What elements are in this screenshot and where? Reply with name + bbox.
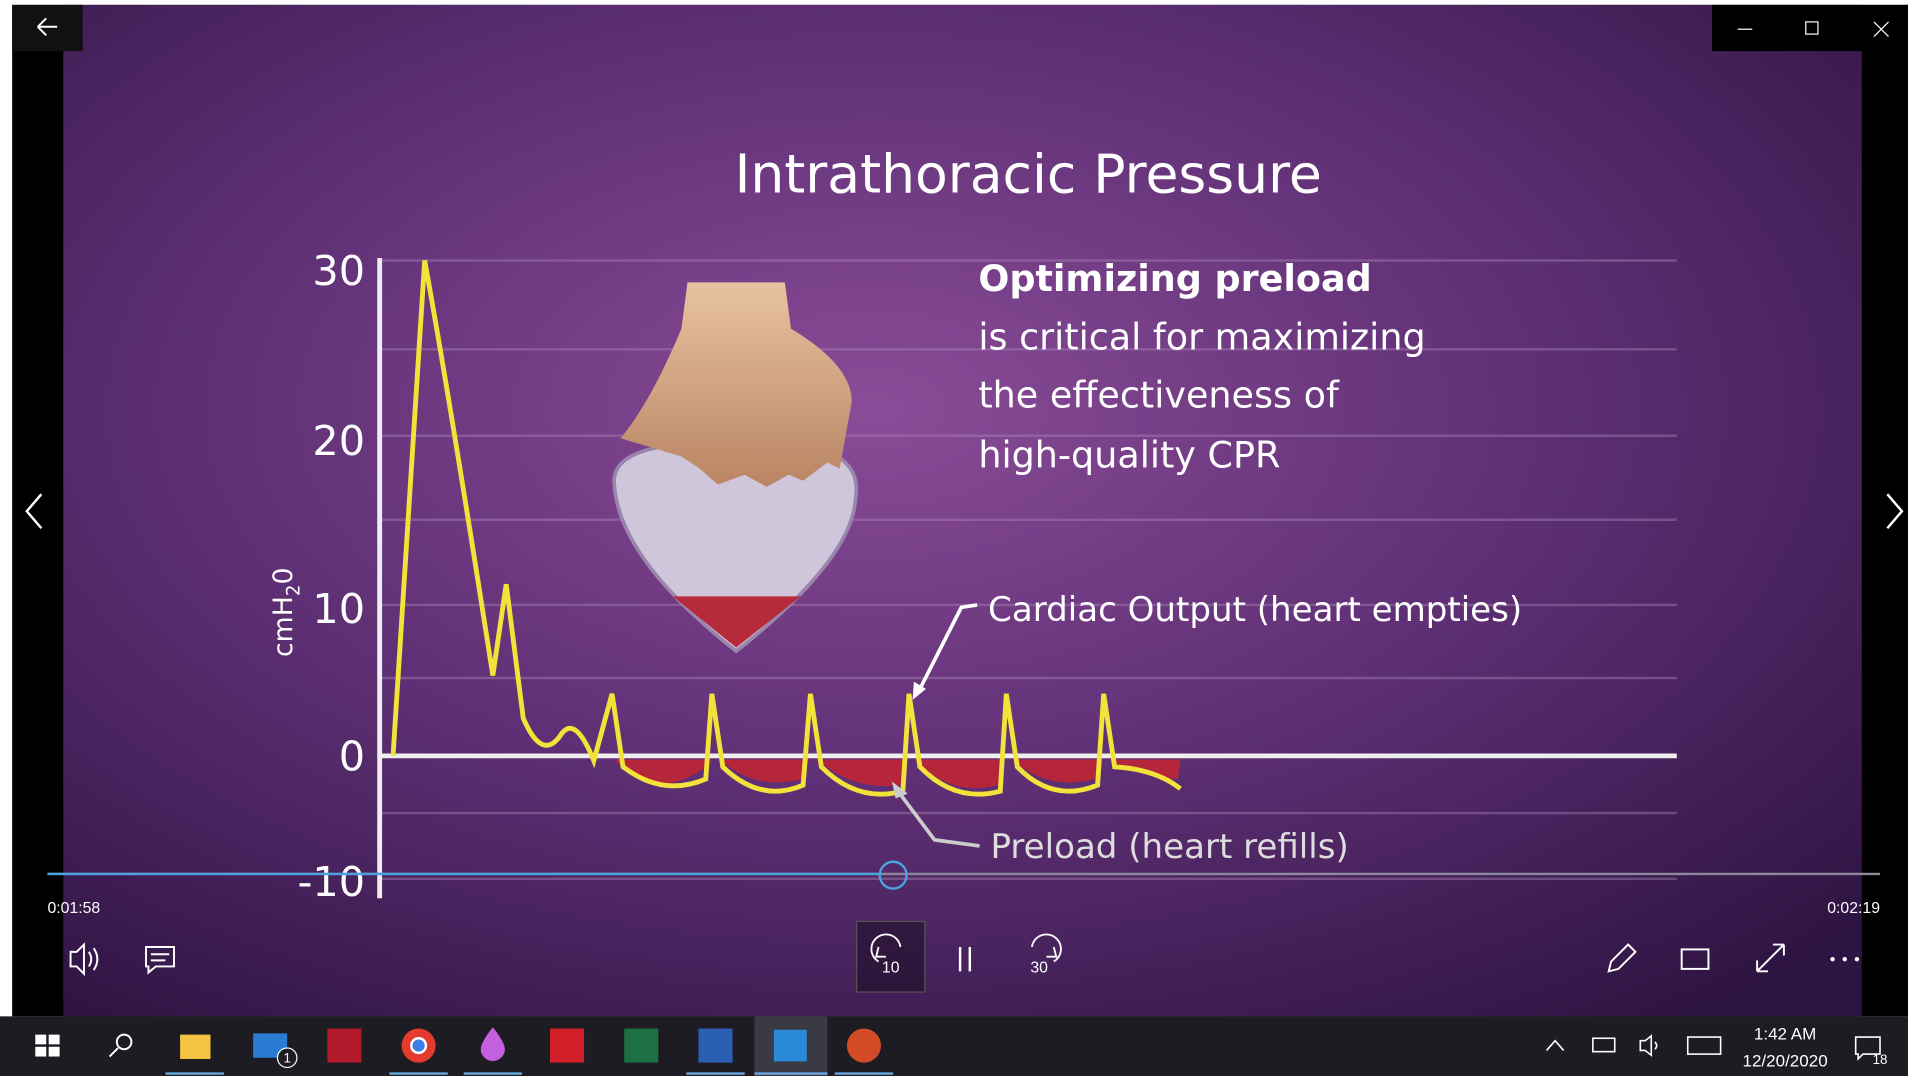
body-line: is critical for maximizing bbox=[978, 315, 1425, 358]
chrome-center bbox=[411, 1038, 426, 1053]
logo-pane bbox=[49, 1035, 60, 1045]
movies-app[interactable] bbox=[774, 1030, 807, 1062]
logo-pane bbox=[35, 1035, 46, 1045]
y-tick-label: 20 bbox=[312, 417, 365, 465]
annotation: Preload (heart refills) bbox=[991, 827, 1349, 867]
headline: Optimizing preload bbox=[978, 257, 1371, 300]
dot bbox=[1843, 957, 1847, 961]
unit-subscript: 2 bbox=[283, 584, 304, 596]
body-line: the effectiveness of bbox=[978, 374, 1340, 417]
unit-base: cmH bbox=[268, 596, 299, 657]
skip-forward-label: 30 bbox=[1030, 960, 1048, 977]
slide-title: Intrathoracic Pressure bbox=[735, 142, 1322, 205]
clock-date: 12/20/2020 bbox=[1743, 1051, 1828, 1070]
acrobat-app[interactable] bbox=[550, 1029, 584, 1063]
word-app[interactable] bbox=[698, 1029, 732, 1063]
y-axis-label: cmH20 bbox=[268, 567, 304, 657]
y-tick-label: -10 bbox=[297, 858, 365, 906]
screen: Intrathoracic Pressure 30 20 10 0 -10 cm… bbox=[0, 0, 1908, 1076]
annotation: Cardiac Output (heart empties) bbox=[988, 590, 1522, 630]
y-tick-label: 0 bbox=[339, 732, 365, 780]
notification-count: 18 bbox=[1873, 1052, 1888, 1067]
clock-time: 1:42 AM bbox=[1754, 1024, 1816, 1043]
mendeley-app[interactable] bbox=[327, 1029, 361, 1063]
powerpoint-app[interactable] bbox=[847, 1029, 881, 1063]
dot bbox=[1855, 957, 1859, 961]
logo-pane bbox=[35, 1047, 46, 1057]
back-button[interactable] bbox=[12, 5, 83, 51]
skip-back-focus bbox=[857, 921, 925, 992]
elapsed-time: 0:01:58 bbox=[47, 900, 100, 917]
y-tick-label: 30 bbox=[312, 247, 365, 295]
duration: 0:02:19 bbox=[1827, 900, 1880, 917]
dot bbox=[1830, 957, 1834, 961]
window-controls bbox=[1712, 5, 1908, 51]
page: Intrathoracic Pressure 30 20 10 0 -10 cm… bbox=[0, 0, 1908, 1076]
y-tick-label: 10 bbox=[312, 585, 365, 633]
file-explorer[interactable] bbox=[180, 1035, 210, 1059]
unit-tail: 0 bbox=[268, 567, 299, 584]
body-line: high-quality CPR bbox=[978, 433, 1280, 476]
logo-pane bbox=[49, 1047, 60, 1057]
excel-app[interactable] bbox=[624, 1029, 658, 1063]
skip-back-label: 10 bbox=[882, 960, 900, 977]
mail-badge-count: 1 bbox=[283, 1051, 290, 1066]
